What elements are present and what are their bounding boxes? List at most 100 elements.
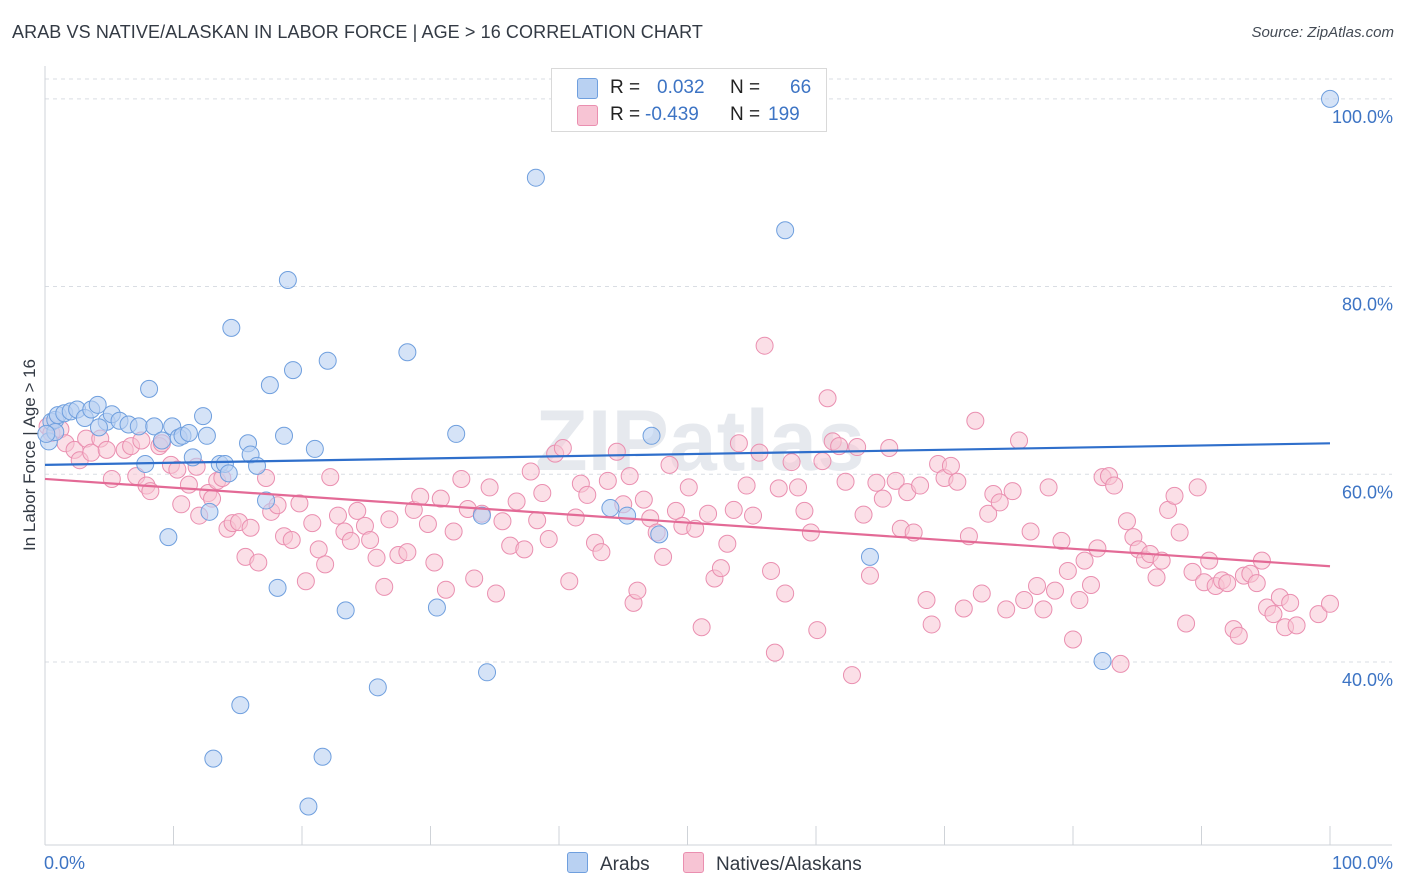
native-point [1321, 594, 1339, 613]
arab-point [179, 423, 198, 442]
native-point [592, 543, 611, 562]
native-point [241, 518, 260, 537]
native-point [1111, 654, 1130, 673]
bottom-legend-natives: Natives/Alaskans [683, 852, 862, 876]
native-point [296, 572, 315, 591]
native-point [711, 559, 730, 578]
native-point [1247, 574, 1266, 593]
arab-point [642, 426, 661, 445]
native-point [1058, 561, 1077, 580]
native-point [979, 504, 998, 523]
arab-point [336, 601, 355, 620]
arab-point [447, 424, 466, 443]
arab-swatch [577, 78, 598, 99]
legend-n-value-natives: 199 [768, 104, 800, 125]
native-point [465, 569, 484, 588]
arab-point [299, 797, 318, 816]
native-point [398, 543, 417, 562]
native-point [1200, 551, 1219, 570]
native-point [97, 440, 116, 459]
native-point [1183, 562, 1202, 581]
native-point [830, 437, 849, 456]
native-point [411, 487, 430, 506]
native-point [1147, 568, 1166, 587]
native-point [1046, 581, 1065, 600]
native-point [911, 476, 930, 495]
legend-n-label: N = [730, 77, 761, 98]
native-point [917, 591, 936, 610]
native-point [309, 540, 328, 559]
native-point [480, 478, 499, 497]
native-point [168, 460, 187, 479]
native-point [842, 666, 861, 685]
native-point [1039, 478, 1058, 497]
arab-point [219, 464, 238, 483]
native-point [966, 411, 985, 430]
native-point [1070, 591, 1089, 610]
legend-n-label: N = [730, 104, 761, 125]
arab-point [278, 270, 297, 289]
native-point [997, 600, 1016, 619]
native-point [782, 453, 801, 472]
native-point [744, 506, 763, 525]
native-point [854, 505, 873, 524]
native-legend-label: Natives/Alaskans [716, 854, 862, 875]
legend-r-value-arabs: 0.032 [657, 77, 705, 98]
native-point [808, 621, 827, 640]
native-point [348, 501, 367, 520]
arab-point [257, 491, 276, 510]
native-point [493, 512, 512, 531]
native-point [818, 389, 837, 408]
native-point [375, 577, 394, 596]
arab-point [152, 431, 171, 450]
native-legend-swatch [683, 852, 704, 873]
arab-point [776, 221, 795, 240]
native-point [1309, 605, 1328, 624]
native-point [1015, 591, 1034, 610]
native-point [795, 501, 814, 520]
arab-point [472, 506, 491, 525]
native-point [303, 514, 322, 533]
arab-point [1321, 89, 1339, 108]
native-point [431, 489, 450, 508]
native-point [1218, 574, 1237, 593]
arab-point [526, 168, 545, 187]
native-point [948, 472, 967, 491]
native-point [257, 469, 276, 488]
native-trendline [44, 477, 1331, 568]
native-point [316, 555, 335, 574]
arab-point [313, 747, 332, 766]
native-point [521, 462, 540, 481]
arab-point [427, 598, 446, 617]
arab-point [159, 528, 178, 547]
x-tick-label-min: 0.0% [44, 853, 85, 873]
arab-trendline [44, 442, 1331, 466]
native-point [321, 468, 340, 487]
native-point [860, 566, 879, 585]
native-point [848, 438, 867, 457]
native-point [692, 618, 711, 637]
native-point [836, 472, 855, 491]
native-point [628, 581, 647, 600]
native-point [941, 456, 960, 475]
native-point [873, 489, 892, 508]
arab-point [478, 663, 497, 682]
native-point [724, 500, 743, 519]
bottom-legend-arabs: Arabs [567, 852, 650, 876]
native-point [418, 515, 437, 534]
native-point [578, 485, 597, 504]
legend-r-label: R = [610, 104, 641, 125]
native-point [972, 584, 991, 603]
native-point [1064, 630, 1082, 649]
native-point [867, 473, 886, 492]
native-point [1287, 616, 1306, 635]
native-point [699, 504, 718, 523]
arab-point [860, 547, 879, 566]
native-point [566, 508, 585, 527]
native-point [1170, 523, 1189, 542]
legend-r-label: R = [610, 77, 641, 98]
native-point [1003, 482, 1022, 501]
native-point [737, 476, 756, 495]
native-point [765, 643, 784, 662]
